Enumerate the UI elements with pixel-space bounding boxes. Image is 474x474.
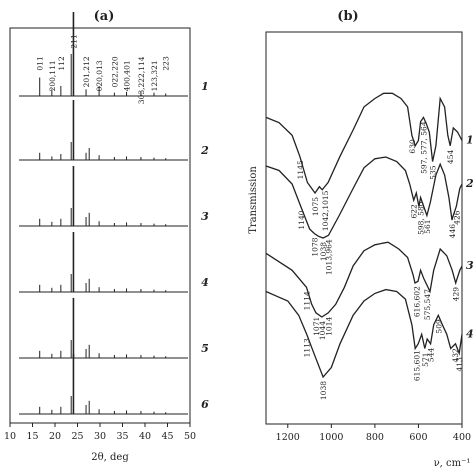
ir-tick-label: 400 (453, 432, 471, 443)
ir-spectrum-line (265, 241, 463, 318)
ir-band-label: 1071 (312, 317, 321, 336)
ir-band-label: 571 (421, 353, 430, 367)
xrd-pattern-5: 5 (19, 298, 209, 359)
xrd-peak-label: 400,401 (123, 60, 132, 91)
ir-band-label: 615,601 (413, 350, 422, 381)
xrd-peak-label: 211 (69, 34, 78, 48)
ir-band-label: 598, 580 (417, 201, 426, 235)
xrd-pattern-4: 4 (19, 232, 209, 293)
xrd-peak-label: 303,222,114 (137, 56, 146, 104)
ir-spectrum-3: 3 (265, 241, 474, 318)
ir-trace-label: 3 (466, 259, 474, 272)
panel-b-y-axis-label: Transmission (248, 166, 259, 234)
xrd-peak-label: 022,220 (110, 56, 119, 87)
ir-annotations: 1145 1075 1042,1015 630 597, 577, 564 535 454 1… (296, 121, 464, 400)
ir-band-label: 575,547 (423, 289, 432, 320)
ir-band-label: 426 (452, 210, 461, 225)
xrd-peak-label: 201,212 (82, 56, 91, 87)
ir-band-label: 622 (410, 204, 419, 219)
ir-band-label: 1075 (311, 197, 320, 216)
ir-band-label: 1042,1015 (321, 190, 330, 231)
ir-band-label: 616,602 (412, 286, 421, 317)
xrd-x-ticks: 10 15 20 25 30 35 40 45 50 (4, 423, 196, 442)
ir-band-label: 1114 (303, 291, 312, 310)
panel-a-title: (a) (94, 9, 115, 24)
ir-band-label: 509 (434, 319, 443, 334)
ir-band-label: 544 (427, 348, 436, 363)
xrd-tick-label: 15 (26, 431, 38, 442)
xrd-trace-label: 3 (201, 210, 209, 223)
xrd-tick-label: 10 (4, 431, 16, 442)
xrd-tick-label: 25 (71, 431, 83, 442)
ir-band-label: 432 (451, 348, 460, 363)
ir-band-label: 446 (448, 224, 457, 239)
xrd-tick-label: 30 (94, 431, 106, 442)
ir-band-label: 535 (429, 165, 438, 180)
xrd-trace-label: 2 (200, 144, 209, 157)
ir-band-label: 1044 (318, 321, 327, 340)
panel-a-x-axis-label: 2θ, deg (91, 452, 129, 463)
xrd-tick-label: 40 (139, 431, 151, 442)
xrd-trace-label: 5 (201, 342, 209, 355)
xrd-tick-label: 50 (184, 431, 196, 442)
xrd-trace-label: 6 (201, 398, 209, 411)
xrd-peak-label: 112 (57, 56, 66, 71)
ir-band-label: 1038 (319, 242, 328, 261)
xrd-trace-label: 4 (201, 276, 209, 289)
xrd-trace-label: 1 (201, 80, 209, 93)
ir-band-label: 597, 577, 564 (419, 121, 428, 174)
ir-spectrum-line (265, 156, 463, 239)
ir-tick-label: 600 (409, 432, 427, 443)
ir-spectrum-line (265, 288, 463, 379)
xrd-pattern-1: 1 (19, 12, 209, 97)
ir-trace-label: 2 (465, 177, 474, 190)
ir-band-label: 1145 (296, 160, 305, 179)
ir-band-label: 1078 (310, 237, 319, 256)
ir-band-label: 561 (423, 220, 432, 234)
ir-x-ticks: 1200 1000 800 600 400 (276, 424, 471, 443)
xrd-peak-label: 223 (162, 56, 171, 71)
ir-tick-label: 1200 (276, 432, 300, 443)
xrd-tick-label: 45 (161, 431, 173, 442)
xrd-traces: 1 2 3 4 5 6 (19, 12, 209, 415)
ir-band-label: 1038 (319, 381, 328, 400)
panel-b-x-axis-label: ν, cm⁻¹ (434, 458, 471, 469)
ir-band-label: 630 (408, 139, 417, 154)
ir-band-label: 1013,964 (325, 239, 334, 275)
xrd-peak-label: 011 (36, 56, 45, 70)
ir-tick-label: 800 (366, 432, 384, 443)
ir-trace-label: 1 (466, 134, 474, 147)
ir-band-label: 454 (446, 150, 455, 165)
ir-band-label: 1014 (324, 317, 333, 336)
xrd-pattern-6: 6 (19, 354, 209, 415)
ir-band-label: 1113 (303, 338, 312, 357)
ir-band-label: 429 (452, 287, 461, 302)
ir-traces: 1 2 3 4 (265, 92, 474, 379)
panel-b: (b) Transmission 1 2 3 4 1145 1075 1042,1015 6… (248, 9, 474, 469)
xrd-peak-label: 123,321 (150, 60, 159, 91)
ir-spectrum-2: 2 (265, 156, 474, 239)
ir-spectrum-4: 4 (265, 288, 474, 379)
ir-spectrum-line (265, 92, 463, 195)
ir-tick-label: 1000 (319, 432, 343, 443)
xrd-tick-label: 20 (49, 431, 61, 442)
ir-band-label: 413 (455, 357, 464, 372)
ir-trace-label: 4 (466, 327, 474, 340)
xrd-peak-label: 020,013 (95, 60, 104, 91)
xrd-tick-label: 35 (116, 431, 128, 442)
xrd-pattern-2: 2 (19, 100, 209, 161)
xrd-peak-label: 200,111 (48, 60, 57, 91)
panel-b-frame (265, 31, 463, 425)
ir-band-label: 1140 (297, 210, 306, 229)
panel-b-title: (b) (337, 9, 358, 24)
ir-spectrum-1: 1 (265, 92, 474, 195)
xrd-pattern-3: 3 (19, 166, 209, 227)
